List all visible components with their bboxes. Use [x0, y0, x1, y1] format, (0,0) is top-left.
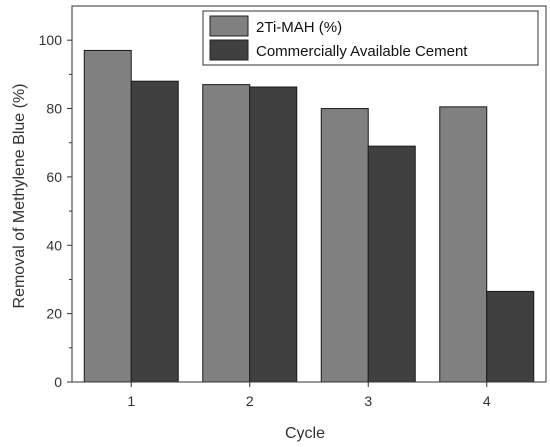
bar-series-2-cycle-4 [486, 290, 535, 383]
legend-swatch-2ti-mah [209, 15, 249, 37]
axes-layer: 0 20 40 60 80 100 1 2 3 4 [39, 5, 547, 409]
bar-series-1-cycle-1 [83, 49, 132, 383]
y-tick-label: 0 [54, 374, 62, 390]
y-tick-label: 100 [39, 32, 63, 48]
y-tick-label: 80 [46, 101, 62, 117]
y-tick-label: 60 [46, 169, 62, 185]
plot-frame [71, 5, 547, 383]
bar-series-2-cycle-1 [130, 80, 179, 383]
x-axis-title: Cycle [285, 425, 325, 442]
x-tick-label: 2 [246, 393, 254, 409]
x-tick-label: 3 [364, 393, 372, 409]
y-tick-label: 20 [46, 306, 62, 322]
legend: 2Ti-MAH (%) Commercially Available Cemen… [202, 10, 539, 66]
bar-series-1-cycle-2 [202, 84, 251, 383]
x-tick-label: 4 [483, 393, 491, 409]
bar-series-1-cycle-4 [439, 106, 488, 383]
bar-series-2-cycle-2 [249, 86, 298, 383]
bar-series-2-cycle-3 [367, 145, 416, 383]
x-tick-label: 1 [127, 393, 135, 409]
legend-label-2ti-mah: 2Ti-MAH (%) [256, 19, 342, 36]
legend-swatch-commercial-cement [209, 39, 249, 61]
bars-layer [83, 49, 535, 383]
bar-series-1-cycle-3 [320, 108, 369, 383]
y-tick-label: 40 [46, 237, 62, 253]
y-axis-title: Removal of Methylene Blue (%) [11, 84, 28, 309]
legend-label-commercial-cement: Commercially Available Cement [256, 43, 468, 60]
legend-frame [202, 10, 539, 66]
